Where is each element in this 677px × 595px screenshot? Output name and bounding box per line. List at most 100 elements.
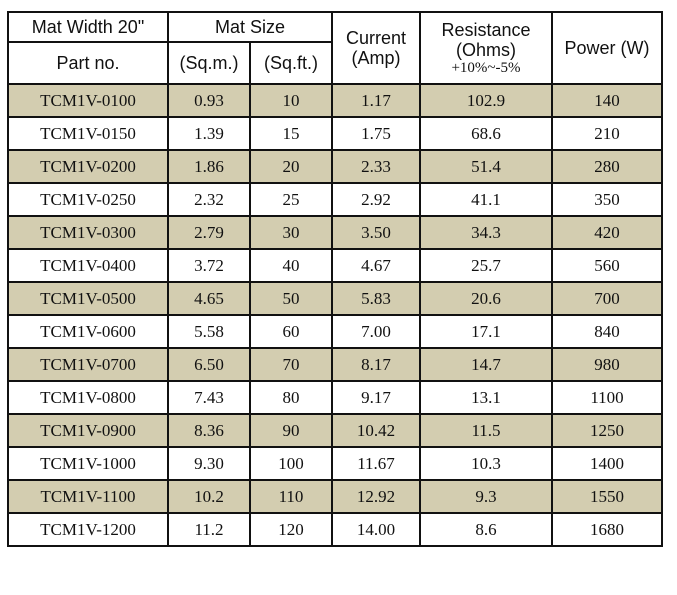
spec-table-container: Mat Width 20" Mat Size Current (Amp) Res… bbox=[7, 11, 663, 547]
part-number-cell: TCM1V-0400 bbox=[7, 248, 169, 283]
current-cell: 9.17 bbox=[331, 380, 421, 415]
resistance-cell: 11.5 bbox=[419, 413, 553, 448]
part-number-cell: TCM1V-0250 bbox=[7, 182, 169, 217]
resistance-cell: 34.3 bbox=[419, 215, 553, 250]
current-cell: 2.33 bbox=[331, 149, 421, 184]
sqft-cell: 20 bbox=[249, 149, 333, 184]
sqm-cell: 6.50 bbox=[167, 347, 251, 382]
resistance-cell: 41.1 bbox=[419, 182, 553, 217]
resistance-cell: 51.4 bbox=[419, 149, 553, 184]
resistance-header-label: Resistance bbox=[441, 20, 531, 40]
part-number-cell: TCM1V-0500 bbox=[7, 281, 169, 316]
heating-mat-spec-table: Mat Width 20" Mat Size Current (Amp) Res… bbox=[7, 11, 663, 547]
current-header: Current (Amp) bbox=[331, 11, 421, 85]
sqm-cell: 2.79 bbox=[167, 215, 251, 250]
power-cell: 280 bbox=[551, 149, 663, 184]
mat-width-header: Mat Width 20" bbox=[7, 11, 169, 43]
table-row: TCM1V-1000 9.30 100 11.67 10.3 1400 bbox=[7, 446, 663, 481]
current-header-label: Current bbox=[345, 28, 407, 48]
sqft-cell: 70 bbox=[249, 347, 333, 382]
sqm-cell: 3.72 bbox=[167, 248, 251, 283]
sqft-cell: 80 bbox=[249, 380, 333, 415]
current-cell: 10.42 bbox=[331, 413, 421, 448]
power-header: Power (W) bbox=[551, 11, 663, 85]
part-number-cell: TCM1V-0100 bbox=[7, 83, 169, 118]
current-cell: 8.17 bbox=[331, 347, 421, 382]
resistance-cell: 8.6 bbox=[419, 512, 553, 547]
resistance-cell: 9.3 bbox=[419, 479, 553, 514]
sqft-cell: 10 bbox=[249, 83, 333, 118]
power-cell: 210 bbox=[551, 116, 663, 151]
current-cell: 7.00 bbox=[331, 314, 421, 349]
part-no-header: Part no. bbox=[7, 41, 169, 85]
resistance-cell: 14.7 bbox=[419, 347, 553, 382]
current-cell: 1.75 bbox=[331, 116, 421, 151]
part-number-cell: TCM1V-1200 bbox=[7, 512, 169, 547]
table-header: Mat Width 20" Mat Size Current (Amp) Res… bbox=[7, 11, 663, 85]
power-cell: 560 bbox=[551, 248, 663, 283]
resistance-cell: 13.1 bbox=[419, 380, 553, 415]
power-cell: 700 bbox=[551, 281, 663, 316]
resistance-header-unit: (Ohms) bbox=[456, 40, 516, 60]
sqm-cell: 1.86 bbox=[167, 149, 251, 184]
table-row: TCM1V-0100 0.93 10 1.17 102.9 140 bbox=[7, 83, 663, 118]
sqft-cell: 100 bbox=[249, 446, 333, 481]
current-cell: 1.17 bbox=[331, 83, 421, 118]
current-cell: 3.50 bbox=[331, 215, 421, 250]
sqm-cell: 0.93 bbox=[167, 83, 251, 118]
sqm-cell: 11.2 bbox=[167, 512, 251, 547]
current-cell: 4.67 bbox=[331, 248, 421, 283]
sqm-header: (Sq.m.) bbox=[167, 41, 251, 85]
mat-size-header: Mat Size bbox=[167, 11, 333, 43]
sqft-header: (Sq.ft.) bbox=[249, 41, 333, 85]
power-cell: 840 bbox=[551, 314, 663, 349]
table-row: TCM1V-1200 11.2 120 14.00 8.6 1680 bbox=[7, 512, 663, 547]
current-cell: 12.92 bbox=[331, 479, 421, 514]
power-cell: 1400 bbox=[551, 446, 663, 481]
table-row: TCM1V-1100 10.2 110 12.92 9.3 1550 bbox=[7, 479, 663, 514]
resistance-cell: 68.6 bbox=[419, 116, 553, 151]
power-cell: 1100 bbox=[551, 380, 663, 415]
table-row: TCM1V-0900 8.36 90 10.42 11.5 1250 bbox=[7, 413, 663, 448]
table-body: TCM1V-0100 0.93 10 1.17 102.9 140 TCM1V-… bbox=[7, 83, 663, 547]
sqft-cell: 40 bbox=[249, 248, 333, 283]
part-number-cell: TCM1V-0800 bbox=[7, 380, 169, 415]
resistance-header: Resistance (Ohms) +10%~-5% bbox=[419, 11, 553, 85]
current-cell: 5.83 bbox=[331, 281, 421, 316]
sqft-cell: 90 bbox=[249, 413, 333, 448]
part-number-cell: TCM1V-0600 bbox=[7, 314, 169, 349]
table-row: TCM1V-0250 2.32 25 2.92 41.1 350 bbox=[7, 182, 663, 217]
power-cell: 420 bbox=[551, 215, 663, 250]
table-row: TCM1V-0600 5.58 60 7.00 17.1 840 bbox=[7, 314, 663, 349]
current-cell: 14.00 bbox=[331, 512, 421, 547]
power-cell: 1680 bbox=[551, 512, 663, 547]
sqft-cell: 110 bbox=[249, 479, 333, 514]
current-cell: 11.67 bbox=[331, 446, 421, 481]
sqm-cell: 9.30 bbox=[167, 446, 251, 481]
current-header-unit: (Amp) bbox=[351, 48, 401, 68]
table-row: TCM1V-0150 1.39 15 1.75 68.6 210 bbox=[7, 116, 663, 151]
resistance-cell: 102.9 bbox=[419, 83, 553, 118]
power-cell: 980 bbox=[551, 347, 663, 382]
sqm-cell: 8.36 bbox=[167, 413, 251, 448]
sqm-cell: 1.39 bbox=[167, 116, 251, 151]
table-row: TCM1V-0200 1.86 20 2.33 51.4 280 bbox=[7, 149, 663, 184]
part-number-cell: TCM1V-0900 bbox=[7, 413, 169, 448]
sqm-cell: 7.43 bbox=[167, 380, 251, 415]
resistance-cell: 20.6 bbox=[419, 281, 553, 316]
resistance-cell: 17.1 bbox=[419, 314, 553, 349]
current-cell: 2.92 bbox=[331, 182, 421, 217]
power-cell: 1250 bbox=[551, 413, 663, 448]
part-number-cell: TCM1V-0300 bbox=[7, 215, 169, 250]
part-number-cell: TCM1V-0200 bbox=[7, 149, 169, 184]
resistance-cell: 25.7 bbox=[419, 248, 553, 283]
table-row: TCM1V-0700 6.50 70 8.17 14.7 980 bbox=[7, 347, 663, 382]
sqft-cell: 120 bbox=[249, 512, 333, 547]
table-row: TCM1V-0300 2.79 30 3.50 34.3 420 bbox=[7, 215, 663, 250]
part-number-cell: TCM1V-0150 bbox=[7, 116, 169, 151]
sqft-cell: 15 bbox=[249, 116, 333, 151]
part-number-cell: TCM1V-1000 bbox=[7, 446, 169, 481]
sqft-cell: 60 bbox=[249, 314, 333, 349]
resistance-cell: 10.3 bbox=[419, 446, 553, 481]
sqft-cell: 25 bbox=[249, 182, 333, 217]
